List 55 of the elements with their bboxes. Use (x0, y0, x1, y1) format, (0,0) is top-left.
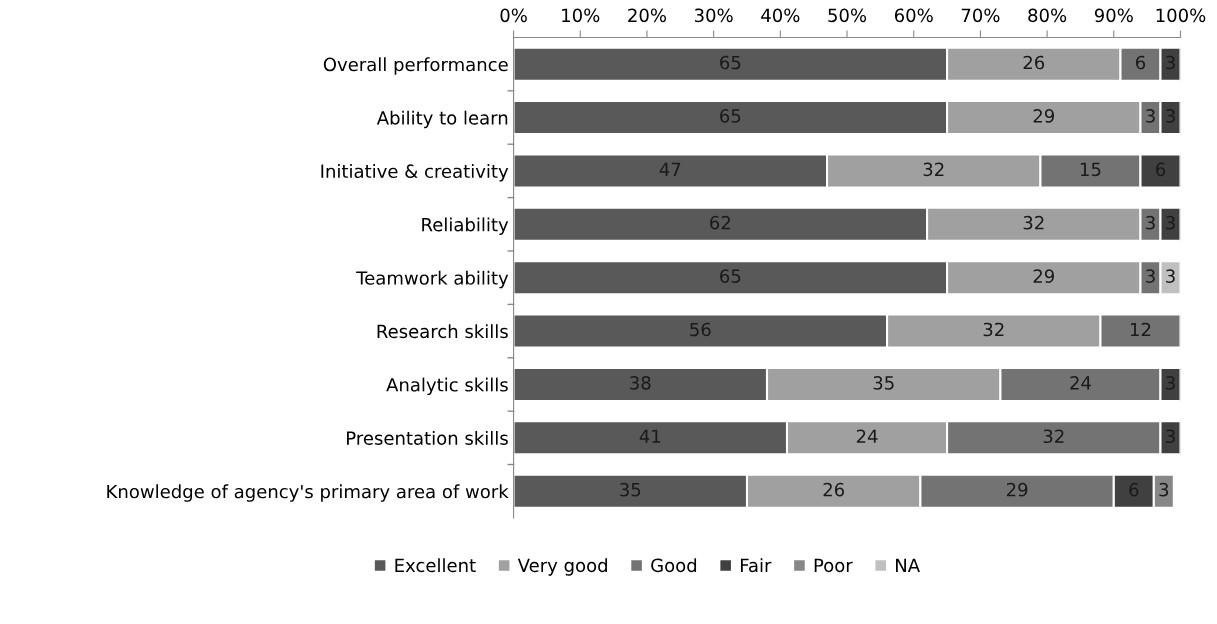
data-label: 56 (690, 322, 711, 337)
data-label: 29 (1033, 109, 1054, 123)
x-tick-label: 80% (1028, 8, 1067, 23)
data-label: 65 (720, 109, 741, 123)
data-label: 32 (1043, 429, 1064, 444)
data-label: 15 (1080, 162, 1101, 177)
legend-label: Poor (814, 558, 853, 573)
y-tick-label: Presentation skills (347, 430, 508, 445)
data-label: 32 (983, 322, 1004, 337)
data-label: 6 (1135, 55, 1146, 70)
data-label: 41 (639, 429, 661, 443)
data-label: 3 (1146, 215, 1155, 230)
y-tick-label: Teamwork ability (356, 270, 509, 289)
data-label: 29 (1006, 482, 1028, 497)
legend-label: Very good (517, 558, 607, 576)
x-tick-label: 20% (628, 8, 667, 23)
data-label: 32 (923, 162, 944, 177)
data-label: 3 (1166, 269, 1175, 283)
y-tick-label: Analytic skills (386, 377, 508, 396)
data-label: 3 (1146, 109, 1155, 123)
data-label: 65 (720, 269, 741, 283)
x-tick-label: 40% (761, 8, 800, 23)
y-tick-label: Reliability (422, 217, 509, 235)
data-label: 24 (1070, 376, 1091, 390)
data-label: 38 (630, 376, 651, 390)
data-label: 35 (873, 376, 894, 390)
y-tick-label: Research skills (377, 324, 508, 339)
x-tick-label: 30% (694, 8, 733, 23)
y-tick-label: Knowledge of agency's primary area of work (107, 484, 509, 502)
data-label: 26 (823, 482, 845, 497)
x-tick-label: 70% (961, 8, 1000, 23)
x-tick-label: 100% (1156, 8, 1206, 23)
y-tick-label: Overall performance (323, 57, 508, 75)
x-tick-label: 0% (500, 8, 527, 23)
data-label: 65 (720, 55, 741, 70)
y-tick-label: Ability to learn (376, 110, 508, 129)
x-tick-label: 60% (894, 8, 933, 23)
x-tick-label: 90% (1094, 8, 1133, 23)
x-tick-label: 10% (562, 8, 600, 23)
legend-label: NA (896, 558, 920, 572)
legend-label: Good (651, 558, 697, 573)
legend-label: Excellent (395, 558, 476, 573)
y-tick-label: Initiative & creativity (321, 164, 509, 182)
data-label: 12 (1130, 322, 1151, 337)
data-label: 29 (1033, 269, 1054, 283)
x-tick-label: 50% (828, 8, 867, 23)
data-label: 24 (856, 429, 878, 443)
legend-label: Fair (740, 558, 772, 573)
data-label: 47 (659, 162, 681, 176)
data-label: 32 (1023, 215, 1044, 230)
data-label: 26 (1023, 55, 1045, 70)
data-label: 62 (710, 215, 730, 230)
data-label: 3 (1159, 482, 1169, 497)
data-label: 3 (1146, 269, 1155, 283)
data-label: 35 (620, 482, 641, 497)
